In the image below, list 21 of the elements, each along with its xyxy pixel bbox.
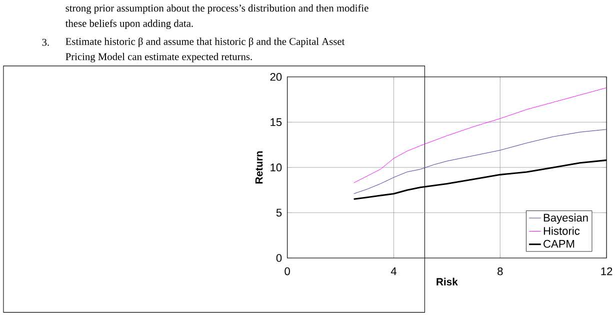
y-tick-label: 20 xyxy=(270,72,282,81)
text: these beliefs upon adding data. xyxy=(65,19,193,30)
x-tick-label: 12 xyxy=(601,267,612,276)
y-tick-label: 5 xyxy=(276,208,282,217)
text: 3. xyxy=(42,38,49,46)
line-series xyxy=(354,87,607,184)
text: strong prior assumption about the process’s distribution and then modifie xyxy=(66,4,368,14)
y-axis-title: Return xyxy=(255,151,263,184)
text: Pricing Model can estimate expected returns. xyxy=(66,52,252,62)
legend-label: Bayesian xyxy=(544,213,588,224)
x-tick-label: 4 xyxy=(390,267,396,275)
legend-label: CAPM xyxy=(544,240,574,248)
text: Estimate historic β and assume that historic β and the Capital Asset xyxy=(66,38,345,48)
x-axis-title: Risk xyxy=(436,278,458,286)
y-tick-label: 10 xyxy=(270,163,282,172)
x-tick-label: 0 xyxy=(284,267,290,276)
legend-label: Historic xyxy=(544,226,580,235)
x-tick-label: 8 xyxy=(498,267,503,276)
y-tick-label: 15 xyxy=(270,118,282,126)
line-series xyxy=(354,129,607,194)
y-tick-label: 0 xyxy=(276,254,282,262)
